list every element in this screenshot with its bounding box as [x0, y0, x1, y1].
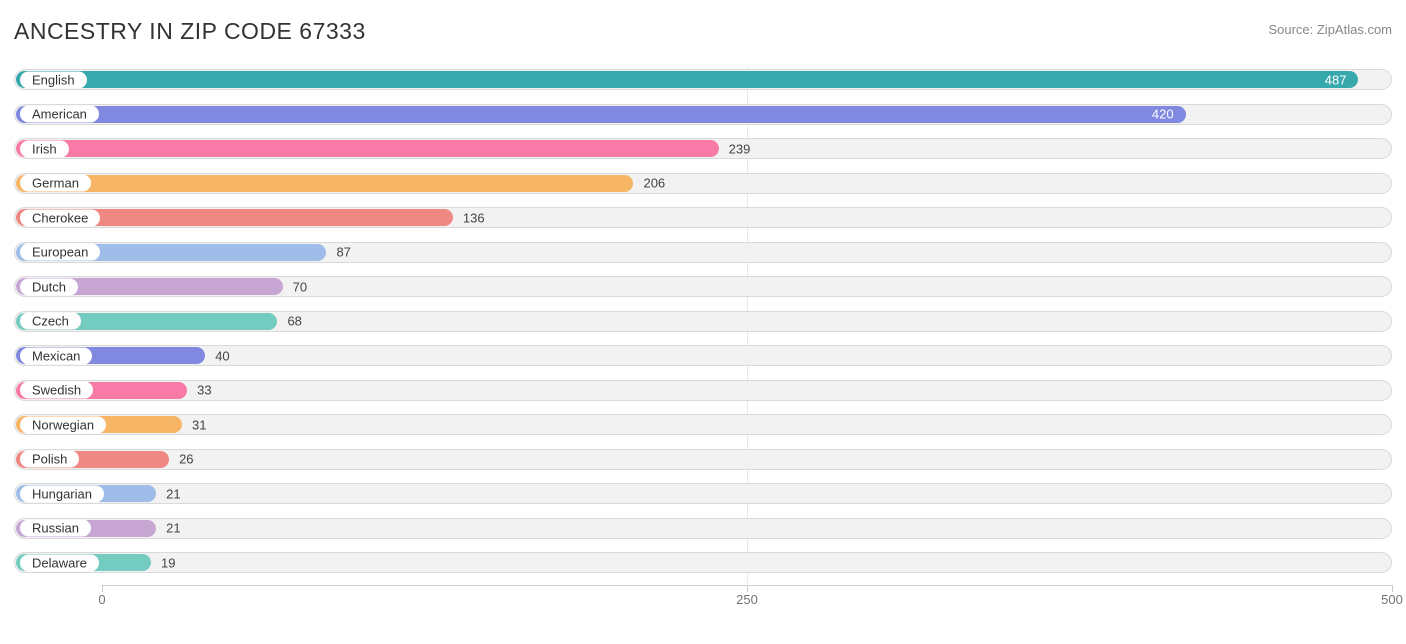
bar-fill [16, 71, 1358, 88]
axis-tick-label: 0 [98, 592, 105, 607]
axis-tick-label: 500 [1381, 592, 1403, 607]
bar-value: 33 [197, 383, 211, 398]
bar-label-pill: Czech [20, 313, 81, 330]
bar-row: Norwegian 31 [14, 412, 1392, 437]
bar-value: 206 [643, 176, 665, 191]
bar-row: German 206 [14, 171, 1392, 196]
bar-label-pill: Dutch [20, 278, 78, 295]
bar-value: 420 [1152, 107, 1174, 122]
bar-label-pill: Mexican [20, 347, 92, 364]
bar-row: Russian 21 [14, 516, 1392, 541]
bar-row: Hungarian 21 [14, 481, 1392, 506]
bar-value: 136 [463, 210, 485, 225]
bar-track [14, 380, 1392, 401]
bar-value: 239 [729, 141, 751, 156]
bar-label-pill: Russian [20, 520, 91, 537]
bar-value: 31 [192, 417, 206, 432]
bar-row: Delaware 19 [14, 550, 1392, 575]
bar-track [14, 449, 1392, 470]
bar-label-pill: Norwegian [20, 416, 106, 433]
bar-label-pill: American [20, 106, 99, 123]
chart-area: English 487 American 420 Irish 239 German 206 Ch… [14, 67, 1392, 611]
bar-value: 70 [293, 279, 307, 294]
x-axis: 0250500 [102, 585, 1392, 611]
bar-label-pill: German [20, 175, 91, 192]
axis-tick [102, 585, 103, 592]
bar-value: 487 [1325, 72, 1347, 87]
bar-value: 19 [161, 555, 175, 570]
axis-tick [747, 585, 748, 592]
bar-label-pill: Delaware [20, 554, 99, 571]
bar-track [14, 414, 1392, 435]
bar-value: 21 [166, 486, 180, 501]
bar-row: Cherokee 136 [14, 205, 1392, 230]
bar-label-pill: English [20, 71, 87, 88]
bar-row: Czech 68 [14, 309, 1392, 334]
bar-fill [16, 106, 1186, 123]
bar-row: European 87 [14, 240, 1392, 265]
bar-row: Swedish 33 [14, 378, 1392, 403]
bar-row: Irish 239 [14, 136, 1392, 161]
chart-title: ANCESTRY IN ZIP CODE 67333 [14, 18, 366, 45]
bar-value: 26 [179, 452, 193, 467]
chart-header: ANCESTRY IN ZIP CODE 67333 Source: ZipAt… [14, 18, 1392, 45]
bar-track [14, 483, 1392, 504]
bar-row: Dutch 70 [14, 274, 1392, 299]
bar-value: 87 [336, 245, 350, 260]
bar-fill [16, 140, 719, 157]
bar-label-pill: Polish [20, 451, 79, 468]
bar-row: English 487 [14, 67, 1392, 92]
bar-track [14, 552, 1392, 573]
bar-label-pill: Cherokee [20, 209, 100, 226]
axis-tick-label: 250 [736, 592, 758, 607]
bar-label-pill: Hungarian [20, 485, 104, 502]
bar-row: American 420 [14, 102, 1392, 127]
bar-track [14, 518, 1392, 539]
bar-value: 21 [166, 521, 180, 536]
bar-row: Mexican 40 [14, 343, 1392, 368]
bar-value: 40 [215, 348, 229, 363]
bar-label-pill: European [20, 244, 100, 261]
bar-label-pill: Irish [20, 140, 69, 157]
axis-tick [1392, 585, 1393, 592]
chart-source: Source: ZipAtlas.com [1268, 22, 1392, 37]
bar-fill [16, 175, 633, 192]
bar-row: Polish 26 [14, 447, 1392, 472]
bar-value: 68 [287, 314, 301, 329]
bar-label-pill: Swedish [20, 382, 93, 399]
